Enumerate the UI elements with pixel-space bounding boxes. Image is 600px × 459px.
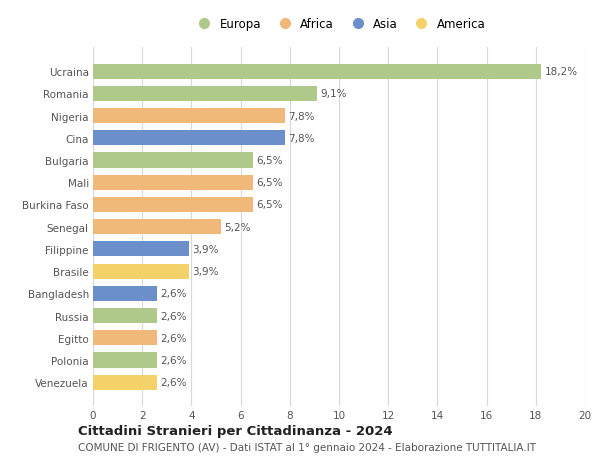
Bar: [93, 109, 285, 124]
Text: 6,5%: 6,5%: [257, 200, 283, 210]
Bar: [93, 64, 541, 79]
Bar: [93, 353, 157, 368]
Text: 5,2%: 5,2%: [224, 222, 251, 232]
Bar: [93, 131, 285, 146]
Text: 7,8%: 7,8%: [289, 134, 315, 144]
Text: 2,6%: 2,6%: [161, 311, 187, 321]
Text: 6,5%: 6,5%: [257, 178, 283, 188]
Text: 18,2%: 18,2%: [544, 67, 578, 77]
Bar: [93, 330, 157, 346]
Legend: Europa, Africa, Asia, America: Europa, Africa, Asia, America: [193, 18, 485, 31]
Bar: [93, 153, 253, 168]
Bar: [93, 375, 157, 390]
Bar: [93, 286, 157, 301]
Text: 2,6%: 2,6%: [161, 333, 187, 343]
Bar: [93, 242, 189, 257]
Text: 2,6%: 2,6%: [161, 355, 187, 365]
Text: 2,6%: 2,6%: [161, 377, 187, 387]
Text: 7,8%: 7,8%: [289, 112, 315, 121]
Bar: [93, 264, 189, 279]
Bar: [93, 220, 221, 235]
Text: 2,6%: 2,6%: [161, 289, 187, 299]
Text: COMUNE DI FRIGENTO (AV) - Dati ISTAT al 1° gennaio 2024 - Elaborazione TUTTITALI: COMUNE DI FRIGENTO (AV) - Dati ISTAT al …: [78, 442, 536, 452]
Bar: [93, 197, 253, 213]
Text: 6,5%: 6,5%: [257, 156, 283, 166]
Text: 9,1%: 9,1%: [320, 89, 347, 99]
Bar: [93, 308, 157, 324]
Text: Cittadini Stranieri per Cittadinanza - 2024: Cittadini Stranieri per Cittadinanza - 2…: [78, 425, 392, 437]
Text: 3,9%: 3,9%: [193, 267, 219, 276]
Bar: [93, 175, 253, 190]
Bar: [93, 87, 317, 102]
Text: 3,9%: 3,9%: [193, 244, 219, 254]
